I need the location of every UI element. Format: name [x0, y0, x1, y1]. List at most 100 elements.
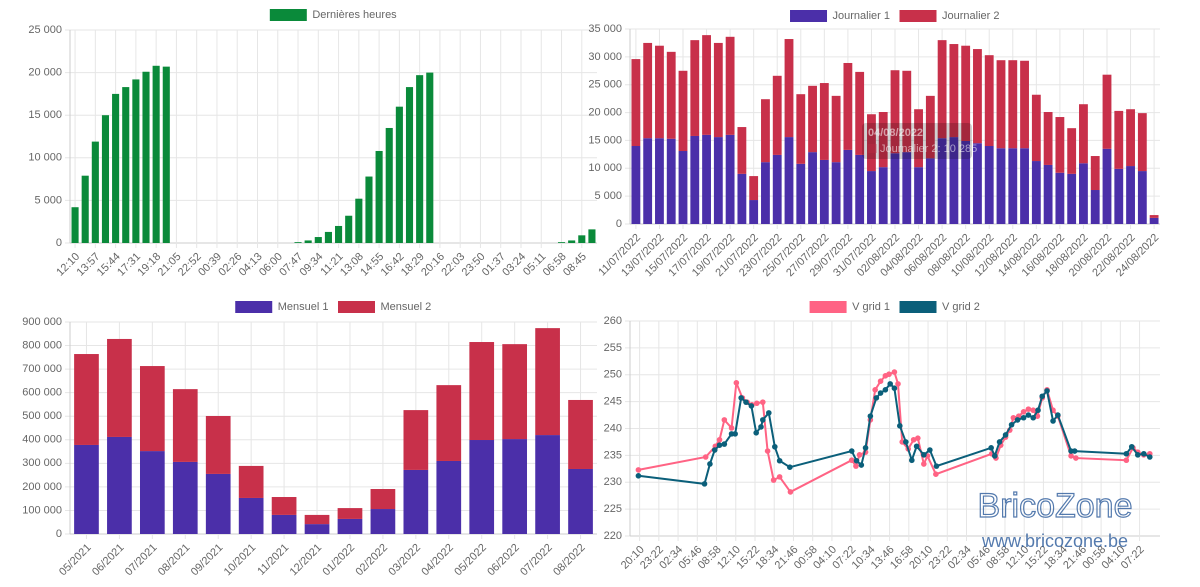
x-tick-label: 01/2022 [321, 542, 358, 579]
bar [1008, 148, 1018, 224]
bar [112, 93, 120, 244]
bar [337, 508, 363, 519]
bar [678, 151, 688, 224]
bar [162, 66, 170, 243]
point [897, 423, 903, 429]
bar [678, 70, 688, 152]
bar [1031, 161, 1041, 224]
bar [426, 72, 434, 243]
point [927, 447, 933, 453]
bar [1090, 156, 1100, 191]
y-tick-label: 100 000 [22, 504, 62, 516]
point [635, 467, 642, 473]
point [753, 430, 759, 436]
y-tick-label: 255 [604, 342, 622, 354]
bar [294, 242, 302, 243]
bar [502, 439, 528, 534]
bar [335, 225, 343, 243]
bar [631, 59, 641, 147]
bar [1020, 60, 1029, 149]
bar [469, 342, 495, 441]
bar [436, 460, 462, 534]
bar [436, 385, 462, 461]
x-tick-label: 07/2021 [123, 542, 160, 579]
bar [568, 240, 576, 243]
point [770, 477, 777, 483]
point [856, 452, 863, 458]
bar [1020, 148, 1029, 224]
point [877, 378, 884, 385]
x-tick-label: 03/2022 [386, 542, 423, 579]
bar [152, 65, 160, 243]
point [877, 390, 884, 396]
bar [71, 207, 79, 243]
bar [843, 149, 853, 224]
bar [984, 55, 994, 146]
bar [925, 158, 935, 224]
bar [271, 497, 297, 515]
x-tick-label: 02/2022 [353, 542, 390, 579]
point [933, 463, 940, 469]
tooltip-swatch [868, 144, 877, 153]
bar [902, 70, 912, 153]
y-tick-label: 240 [604, 422, 622, 434]
point [760, 399, 766, 405]
x-tick-label: 05/2021 [57, 542, 94, 579]
bar [867, 171, 876, 224]
x-tick-label: 08:45 [561, 251, 589, 279]
bar [535, 435, 560, 534]
bar [502, 344, 528, 440]
bar [403, 410, 429, 470]
point [707, 461, 713, 467]
point [887, 381, 893, 387]
bar [996, 60, 1006, 149]
x-tick-label: 10/2021 [222, 542, 259, 579]
bar [337, 518, 363, 534]
point [1025, 412, 1032, 418]
point [1030, 407, 1037, 414]
point [1035, 407, 1041, 414]
bar [1114, 110, 1124, 169]
point [721, 417, 728, 423]
y-tick-label: 15 000 [28, 109, 62, 121]
legend-swatch [338, 301, 375, 313]
bar [1114, 168, 1124, 224]
bar [643, 42, 653, 139]
bar [403, 469, 429, 534]
bar [1126, 109, 1135, 167]
bar [925, 95, 935, 159]
point [716, 442, 723, 448]
x-tick-label: 06/2021 [90, 542, 127, 579]
legend-swatch [809, 301, 847, 313]
legend-label: Mensuel 1 [278, 301, 329, 313]
bar [855, 71, 865, 155]
bar [784, 39, 794, 138]
bar [1102, 74, 1112, 149]
y-tick-label: 230 [604, 476, 622, 488]
bar [737, 127, 747, 174]
y-tick-label: 400 000 [22, 434, 62, 446]
point [1030, 414, 1037, 421]
bar [139, 451, 165, 534]
bar [578, 235, 586, 243]
point [1014, 417, 1021, 423]
bar [725, 36, 735, 135]
y-tick-label: 20 000 [588, 106, 622, 118]
bar [238, 497, 264, 534]
point [753, 400, 760, 407]
bar [655, 45, 664, 139]
point [996, 439, 1003, 445]
point [738, 395, 744, 401]
point [701, 481, 708, 487]
point [1146, 454, 1153, 460]
bar [996, 148, 1006, 224]
bar [1137, 113, 1147, 172]
bar [890, 153, 900, 224]
y-tick-label: 0 [56, 237, 62, 249]
bar [1055, 172, 1065, 224]
point [873, 395, 880, 401]
point [711, 447, 718, 453]
point [1123, 457, 1130, 464]
bar [737, 173, 747, 224]
y-tick-label: 700 000 [22, 363, 62, 375]
